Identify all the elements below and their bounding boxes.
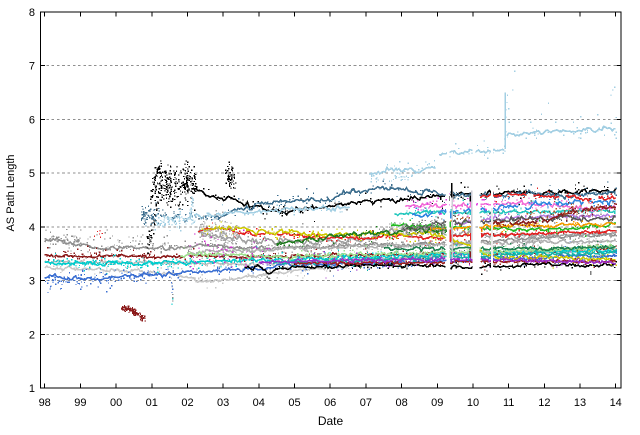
svg-text:5: 5 [29,168,35,180]
svg-text:02: 02 [181,397,193,409]
svg-text:11: 11 [503,397,514,409]
svg-text:13: 13 [574,397,586,409]
svg-text:2: 2 [29,329,35,341]
svg-text:10: 10 [467,397,479,409]
svg-text:09: 09 [431,397,443,409]
svg-text:3: 3 [29,276,35,288]
svg-text:98: 98 [39,397,51,409]
svg-text:14: 14 [610,397,622,409]
svg-text:05: 05 [288,397,300,409]
svg-text:6: 6 [29,114,35,126]
svg-text:8: 8 [29,7,35,19]
svg-text:03: 03 [217,397,229,409]
svg-text:04: 04 [253,397,265,409]
svg-text:06: 06 [324,397,336,409]
svg-text:1: 1 [29,383,35,395]
svg-text:AS Path Length: AS Path Length [5,154,17,231]
svg-text:7: 7 [29,61,35,73]
svg-text:07: 07 [360,397,372,409]
svg-text:00: 00 [110,397,122,409]
svg-text:Date: Date [318,414,344,428]
svg-text:4: 4 [29,222,35,234]
svg-text:08: 08 [395,397,407,409]
svg-text:01: 01 [146,397,158,409]
svg-text:99: 99 [74,397,86,409]
svg-text:12: 12 [538,397,550,409]
